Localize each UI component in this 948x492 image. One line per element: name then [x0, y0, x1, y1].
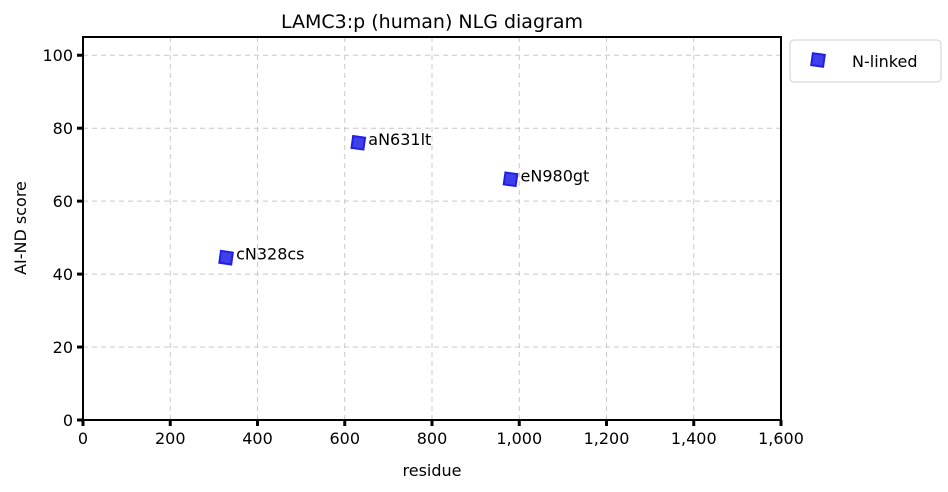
- legend-marker-n-linked: [810, 52, 826, 68]
- y-tick-label: 20: [53, 338, 73, 357]
- y-tick-label: 40: [53, 265, 73, 284]
- data-point: [502, 171, 519, 188]
- x-tick-label: 1,400: [671, 429, 717, 448]
- y-axis-label: AI-ND score: [11, 181, 30, 275]
- x-tick-label: 600: [329, 429, 360, 448]
- data-point-label: aN631lt: [368, 130, 431, 149]
- legend: N-linked: [789, 39, 942, 83]
- chart-title: LAMC3:p (human) NLG diagram: [281, 11, 583, 33]
- grid: [82, 37, 782, 421]
- x-axis-label: residue: [403, 461, 462, 480]
- x-tick-label: 1,000: [496, 429, 542, 448]
- data-point: [350, 134, 367, 151]
- x-tick-label: 1,600: [758, 429, 804, 448]
- data-points: cN328cs aN631lt eN980gt: [218, 130, 590, 266]
- x-axis-ticks: 0 200 400 600 800 1,000 1,200 1,400 1,600: [78, 420, 804, 448]
- legend-box: [789, 39, 942, 83]
- legend-label-n-linked: N-linked: [852, 52, 917, 71]
- y-axis-ticks: 0 20 40 60 80 100: [42, 46, 83, 430]
- x-tick-label: 800: [417, 429, 448, 448]
- y-tick-label: 0: [63, 411, 73, 430]
- y-tick-label: 60: [53, 192, 73, 211]
- x-tick-label: 1,200: [584, 429, 630, 448]
- x-tick-label: 0: [78, 429, 88, 448]
- x-tick-label: 400: [242, 429, 273, 448]
- data-point: [218, 249, 234, 266]
- data-point-label: cN328cs: [236, 245, 304, 264]
- data-point-label: eN980gt: [521, 166, 590, 185]
- y-tick-label: 80: [53, 119, 73, 138]
- x-tick-label: 200: [155, 429, 186, 448]
- y-tick-label: 100: [42, 46, 73, 65]
